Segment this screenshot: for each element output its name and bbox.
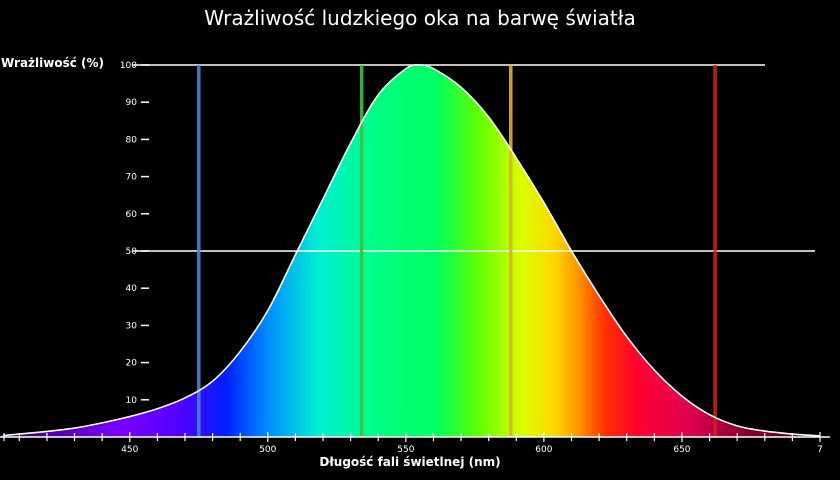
x-tick-label: 500 [259,445,276,455]
y-tick-label: 30 [126,321,138,331]
y-tick-label: 60 [126,210,138,220]
y-tick-label: 50 [126,247,138,257]
x-tick-label: 7 [817,445,823,455]
y-tick-label: 20 [126,359,138,369]
y-tick-label: 40 [126,284,138,294]
y-tick-label: 90 [126,98,138,108]
x-axis-title: Długość fali świetlnej (nm) [319,455,501,469]
y-tick-label: 100 [120,61,137,71]
x-tick-label: 600 [535,445,552,455]
x-tick-label: 550 [397,445,414,455]
x-tick-label: 450 [121,445,138,455]
y-axis-title: Wrażliwość (%) [1,56,105,70]
sensitivity-curve [2,64,821,437]
y-tick-label: 10 [126,396,138,406]
y-tick-label: 70 [126,173,138,183]
x-tick-label: 650 [673,445,690,455]
y-tick-label: 80 [126,135,138,145]
chart-title: Wrażliwość ludzkiego oka na barwę światł… [204,6,636,30]
